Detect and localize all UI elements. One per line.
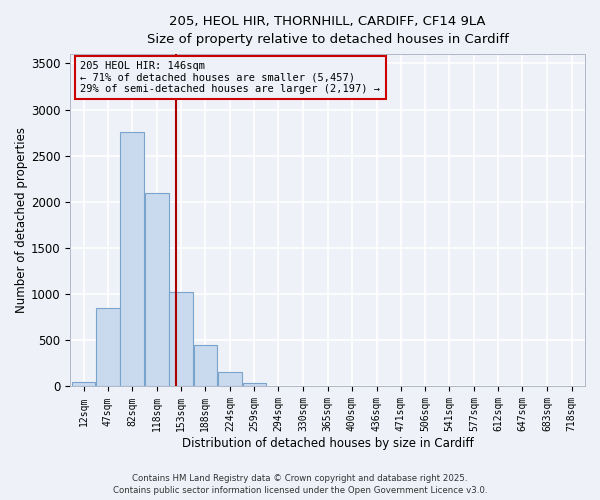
- Text: Contains HM Land Registry data © Crown copyright and database right 2025.
Contai: Contains HM Land Registry data © Crown c…: [113, 474, 487, 495]
- Bar: [169, 292, 193, 386]
- Bar: [218, 372, 242, 386]
- Bar: [96, 308, 119, 386]
- Y-axis label: Number of detached properties: Number of detached properties: [15, 128, 28, 314]
- Bar: [145, 192, 169, 386]
- Bar: [194, 345, 217, 387]
- Text: 205 HEOL HIR: 146sqm
← 71% of detached houses are smaller (5,457)
29% of semi-de: 205 HEOL HIR: 146sqm ← 71% of detached h…: [80, 61, 380, 94]
- Title: 205, HEOL HIR, THORNHILL, CARDIFF, CF14 9LA
Size of property relative to detache: 205, HEOL HIR, THORNHILL, CARDIFF, CF14 …: [146, 15, 509, 46]
- Bar: [242, 383, 266, 386]
- Bar: [72, 382, 95, 386]
- X-axis label: Distribution of detached houses by size in Cardiff: Distribution of detached houses by size …: [182, 437, 473, 450]
- Bar: [120, 132, 144, 386]
